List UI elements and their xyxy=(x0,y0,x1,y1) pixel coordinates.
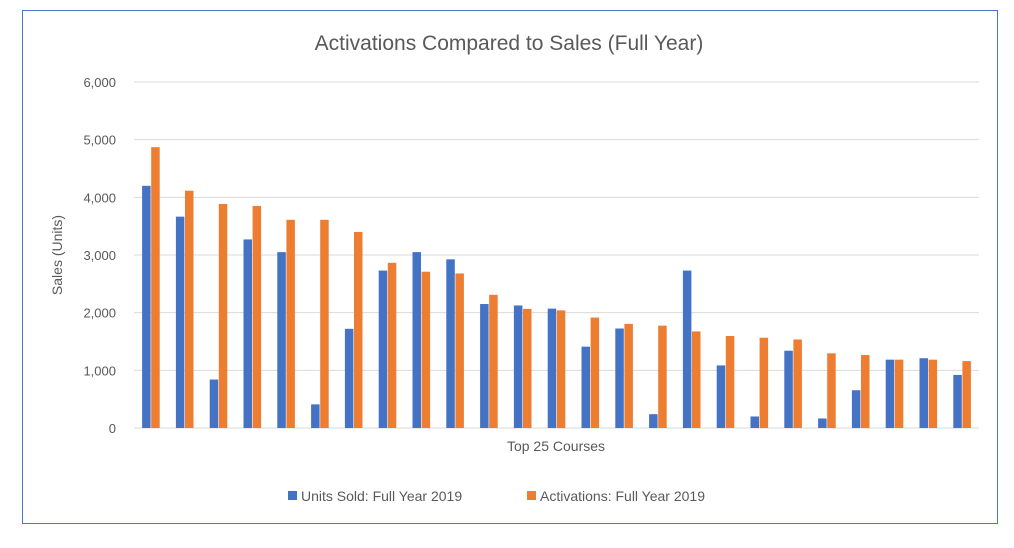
bar-units-sold xyxy=(412,252,421,428)
y-axis-title: Sales (Units) xyxy=(49,215,65,295)
legend: Units Sold: Full Year 2019 Activations: … xyxy=(288,488,705,504)
legend-item-activations: Activations: Full Year 2019 xyxy=(527,488,705,504)
gridlines xyxy=(134,81,979,429)
bar-activations xyxy=(894,359,904,428)
bar-units-sold xyxy=(175,216,185,428)
y-tick-label: 4,000 xyxy=(83,190,116,205)
bar-units-sold xyxy=(750,416,759,428)
bar-activations xyxy=(151,147,160,428)
bar-units-sold xyxy=(953,374,962,428)
bar-units-sold xyxy=(142,185,151,428)
bar-units-sold xyxy=(209,379,219,428)
bar-units-sold xyxy=(919,358,928,428)
chart-frame xyxy=(22,10,998,524)
y-tick-label: 5,000 xyxy=(83,133,116,148)
bar-activations xyxy=(861,355,870,428)
bar-units-sold xyxy=(446,259,455,428)
bar-activations xyxy=(354,231,363,428)
bar-units-sold xyxy=(480,304,489,428)
legend-label-units-sold: Units Sold: Full Year 2019 xyxy=(301,488,462,504)
bar-activations xyxy=(590,317,600,428)
bar-activations xyxy=(286,219,295,428)
bar-activations xyxy=(692,331,701,428)
x-axis-title: Top 25 Courses xyxy=(507,438,605,454)
bar-units-sold xyxy=(547,308,557,428)
bar-activations xyxy=(827,353,836,428)
bar-activations xyxy=(320,219,329,428)
y-tick-label: 1,000 xyxy=(83,363,116,378)
bar-activations xyxy=(793,339,802,428)
bar-units-sold xyxy=(682,270,692,428)
y-tick-label: 3,000 xyxy=(83,248,116,263)
bar-activations xyxy=(387,262,397,428)
bar-activations xyxy=(624,323,633,428)
bar-activations xyxy=(185,190,194,428)
bar-activations xyxy=(455,273,464,428)
bar-activations xyxy=(523,308,532,428)
y-axis-ticks: 0 1,000 2,000 3,000 4,000 5,000 6,000 xyxy=(83,75,116,436)
legend-item-units-sold: Units Sold: Full Year 2019 xyxy=(288,488,462,504)
legend-swatch-activations xyxy=(527,491,536,500)
bar-activations xyxy=(218,203,228,428)
bar-units-sold xyxy=(885,359,895,428)
bar-activations xyxy=(489,294,498,428)
bar-units-sold xyxy=(851,390,861,428)
bar-activations xyxy=(252,205,262,428)
y-tick-label: 0 xyxy=(109,421,116,436)
bar-units-sold xyxy=(649,414,658,428)
y-tick-label: 6,000 xyxy=(83,75,116,90)
bar-activations xyxy=(962,361,971,428)
bar-activations xyxy=(421,271,431,428)
bar-activations xyxy=(658,325,667,428)
bar-units-sold xyxy=(311,404,320,428)
bar-units-sold xyxy=(784,350,793,428)
bar-activations xyxy=(759,337,769,428)
bars xyxy=(142,147,971,428)
bar-units-sold xyxy=(716,365,726,428)
legend-swatch-units-sold xyxy=(288,491,297,500)
bar-units-sold xyxy=(581,346,590,428)
bar-units-sold xyxy=(378,270,388,428)
y-tick-label: 2,000 xyxy=(83,306,116,321)
bar-activations xyxy=(556,310,566,428)
bar-units-sold xyxy=(513,305,523,428)
bar-units-sold xyxy=(277,252,286,428)
bar-activations xyxy=(928,359,938,428)
bar-activations xyxy=(725,336,735,428)
bar-units-sold xyxy=(243,239,252,428)
bar-units-sold xyxy=(615,328,624,428)
bar-units-sold xyxy=(818,418,827,428)
bar-units-sold xyxy=(344,328,354,428)
chart-title: Activations Compared to Sales (Full Year… xyxy=(315,32,704,55)
legend-label-activations: Activations: Full Year 2019 xyxy=(540,488,705,504)
